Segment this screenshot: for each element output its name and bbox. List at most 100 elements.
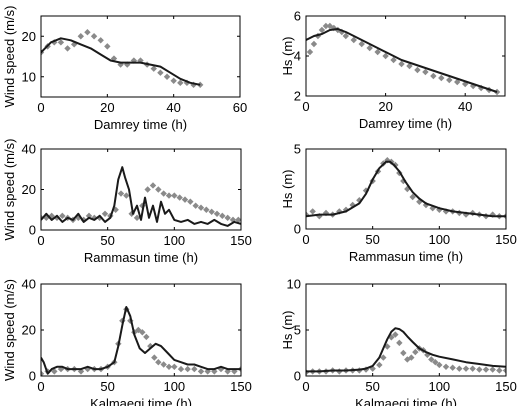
observed-point xyxy=(104,43,110,49)
y-axis-label: Hs (m) xyxy=(280,311,295,350)
y-tick-label: 20 xyxy=(22,182,36,197)
axes-frame xyxy=(306,284,506,376)
x-tick-label: 100 xyxy=(163,233,185,248)
x-tick-label: 20 xyxy=(378,99,392,114)
x-tick-label: 60 xyxy=(233,100,247,115)
observed-point xyxy=(214,211,220,217)
x-tick-label: 0 xyxy=(37,233,44,248)
observed-point xyxy=(123,192,129,198)
observed-point xyxy=(78,33,84,39)
plot-area xyxy=(306,23,500,95)
observed-point xyxy=(430,73,436,79)
x-tick-label: 20 xyxy=(100,100,114,115)
x-axis-label: Kalmaegi time (h) xyxy=(90,396,192,406)
observed-point xyxy=(438,75,444,81)
x-tick-label: 0 xyxy=(37,100,44,115)
x-tick-label: 150 xyxy=(495,232,517,247)
observed-point xyxy=(192,203,198,209)
observed-point xyxy=(143,334,149,340)
y-tick-label: 20 xyxy=(22,29,36,44)
model-series-line xyxy=(306,328,506,371)
y-tick-label: 2 xyxy=(294,89,301,104)
observed-point xyxy=(476,366,482,372)
chart-panel-6: 0 50 100 150 0 5 10 Kalmaegi time (h) Hs (m) xyxy=(280,277,517,406)
observed-point xyxy=(170,78,176,84)
observed-point xyxy=(198,368,204,374)
chart-panel-4: 0 50 100 150 0 5 Rammasun time (h) Hs (m) xyxy=(280,142,517,265)
observed-point xyxy=(178,366,184,372)
observed-point xyxy=(463,365,469,371)
model-series-line xyxy=(41,307,241,374)
y-axis-label: Hs (m) xyxy=(280,170,295,209)
observed-point xyxy=(182,196,188,202)
x-axis-label: Rammasun time (h) xyxy=(84,250,198,265)
x-tick-label: 100 xyxy=(428,232,450,247)
x-tick-label: 150 xyxy=(230,233,252,248)
observed-point xyxy=(307,49,313,55)
observed-point xyxy=(164,74,170,80)
x-tick-label: 100 xyxy=(428,379,450,394)
x-tick-label: 50 xyxy=(365,232,379,247)
y-tick-label: 10 xyxy=(22,69,36,84)
x-tick-label: 0 xyxy=(302,99,309,114)
model-series-line xyxy=(306,29,497,92)
plot-area xyxy=(303,328,509,375)
x-axis-label: Damrey time (h) xyxy=(94,117,187,132)
observed-point xyxy=(155,186,161,192)
observed-point xyxy=(171,192,177,198)
observed-point xyxy=(176,194,182,200)
observed-point xyxy=(91,33,97,39)
observed-point xyxy=(219,213,225,219)
y-tick-label: 5 xyxy=(294,142,301,157)
observed-point xyxy=(456,365,462,371)
chart-panel-3: 0 50 100 15002040Rammasun time (h)Wind spee… xyxy=(2,139,252,265)
observed-point xyxy=(151,354,157,360)
x-tick-label: 40 xyxy=(458,99,472,114)
y-tick-label: 0 xyxy=(29,369,36,384)
observed-point xyxy=(144,186,150,192)
observed-point xyxy=(102,211,108,217)
x-tick-label: 50 xyxy=(100,233,114,248)
observed-point xyxy=(171,364,177,370)
observed-point xyxy=(443,364,449,370)
observed-point xyxy=(64,45,70,51)
y-tick-label: 40 xyxy=(22,142,36,157)
chart-panel-2: 0 20 40246Damrey time (h)Hs (m) xyxy=(280,9,505,132)
observed-point xyxy=(376,362,382,368)
x-tick-label: 40 xyxy=(166,100,180,115)
x-tick-label: 50 xyxy=(365,379,379,394)
observed-point xyxy=(396,340,402,346)
chart-panel-5: 0 50 100 150 0 20 40 Kalmaegi time (h) Wind spee… xyxy=(2,277,252,406)
x-axis-label: Kalmaegi time (h) xyxy=(355,396,457,406)
observed-point xyxy=(224,215,230,221)
observed-point xyxy=(157,70,163,76)
observed-point xyxy=(483,366,489,372)
observed-point xyxy=(309,208,315,214)
y-tick-label: 10 xyxy=(287,277,301,292)
y-tick-label: 0 xyxy=(294,222,301,237)
observed-point xyxy=(184,366,190,372)
observed-point xyxy=(469,365,475,371)
observed-point xyxy=(98,37,104,43)
observed-point xyxy=(414,67,420,73)
x-axis-label: Damrey time (h) xyxy=(359,116,452,131)
observed-point xyxy=(191,366,197,372)
y-tick-label: 20 xyxy=(22,323,36,338)
observed-point xyxy=(160,190,166,196)
y-tick-label: 6 xyxy=(294,9,301,24)
plot-area xyxy=(38,29,204,88)
observed-point xyxy=(489,366,495,372)
x-tick-label: 100 xyxy=(163,379,185,394)
x-tick-label: 50 xyxy=(100,379,114,394)
observed-point xyxy=(198,205,204,211)
observed-point xyxy=(187,198,193,204)
x-tick-label: 150 xyxy=(495,379,517,394)
plot-area xyxy=(303,157,509,219)
observed-point xyxy=(84,29,90,35)
y-axis-label: Wind speed (m/s) xyxy=(2,6,17,108)
observed-point xyxy=(400,350,406,356)
axes-frame xyxy=(41,16,240,97)
chart-panel-1: 0 20 40 60 10 20 Damrey time (h) Wind speed (m/… xyxy=(2,6,247,132)
x-tick-label: 150 xyxy=(230,379,252,394)
